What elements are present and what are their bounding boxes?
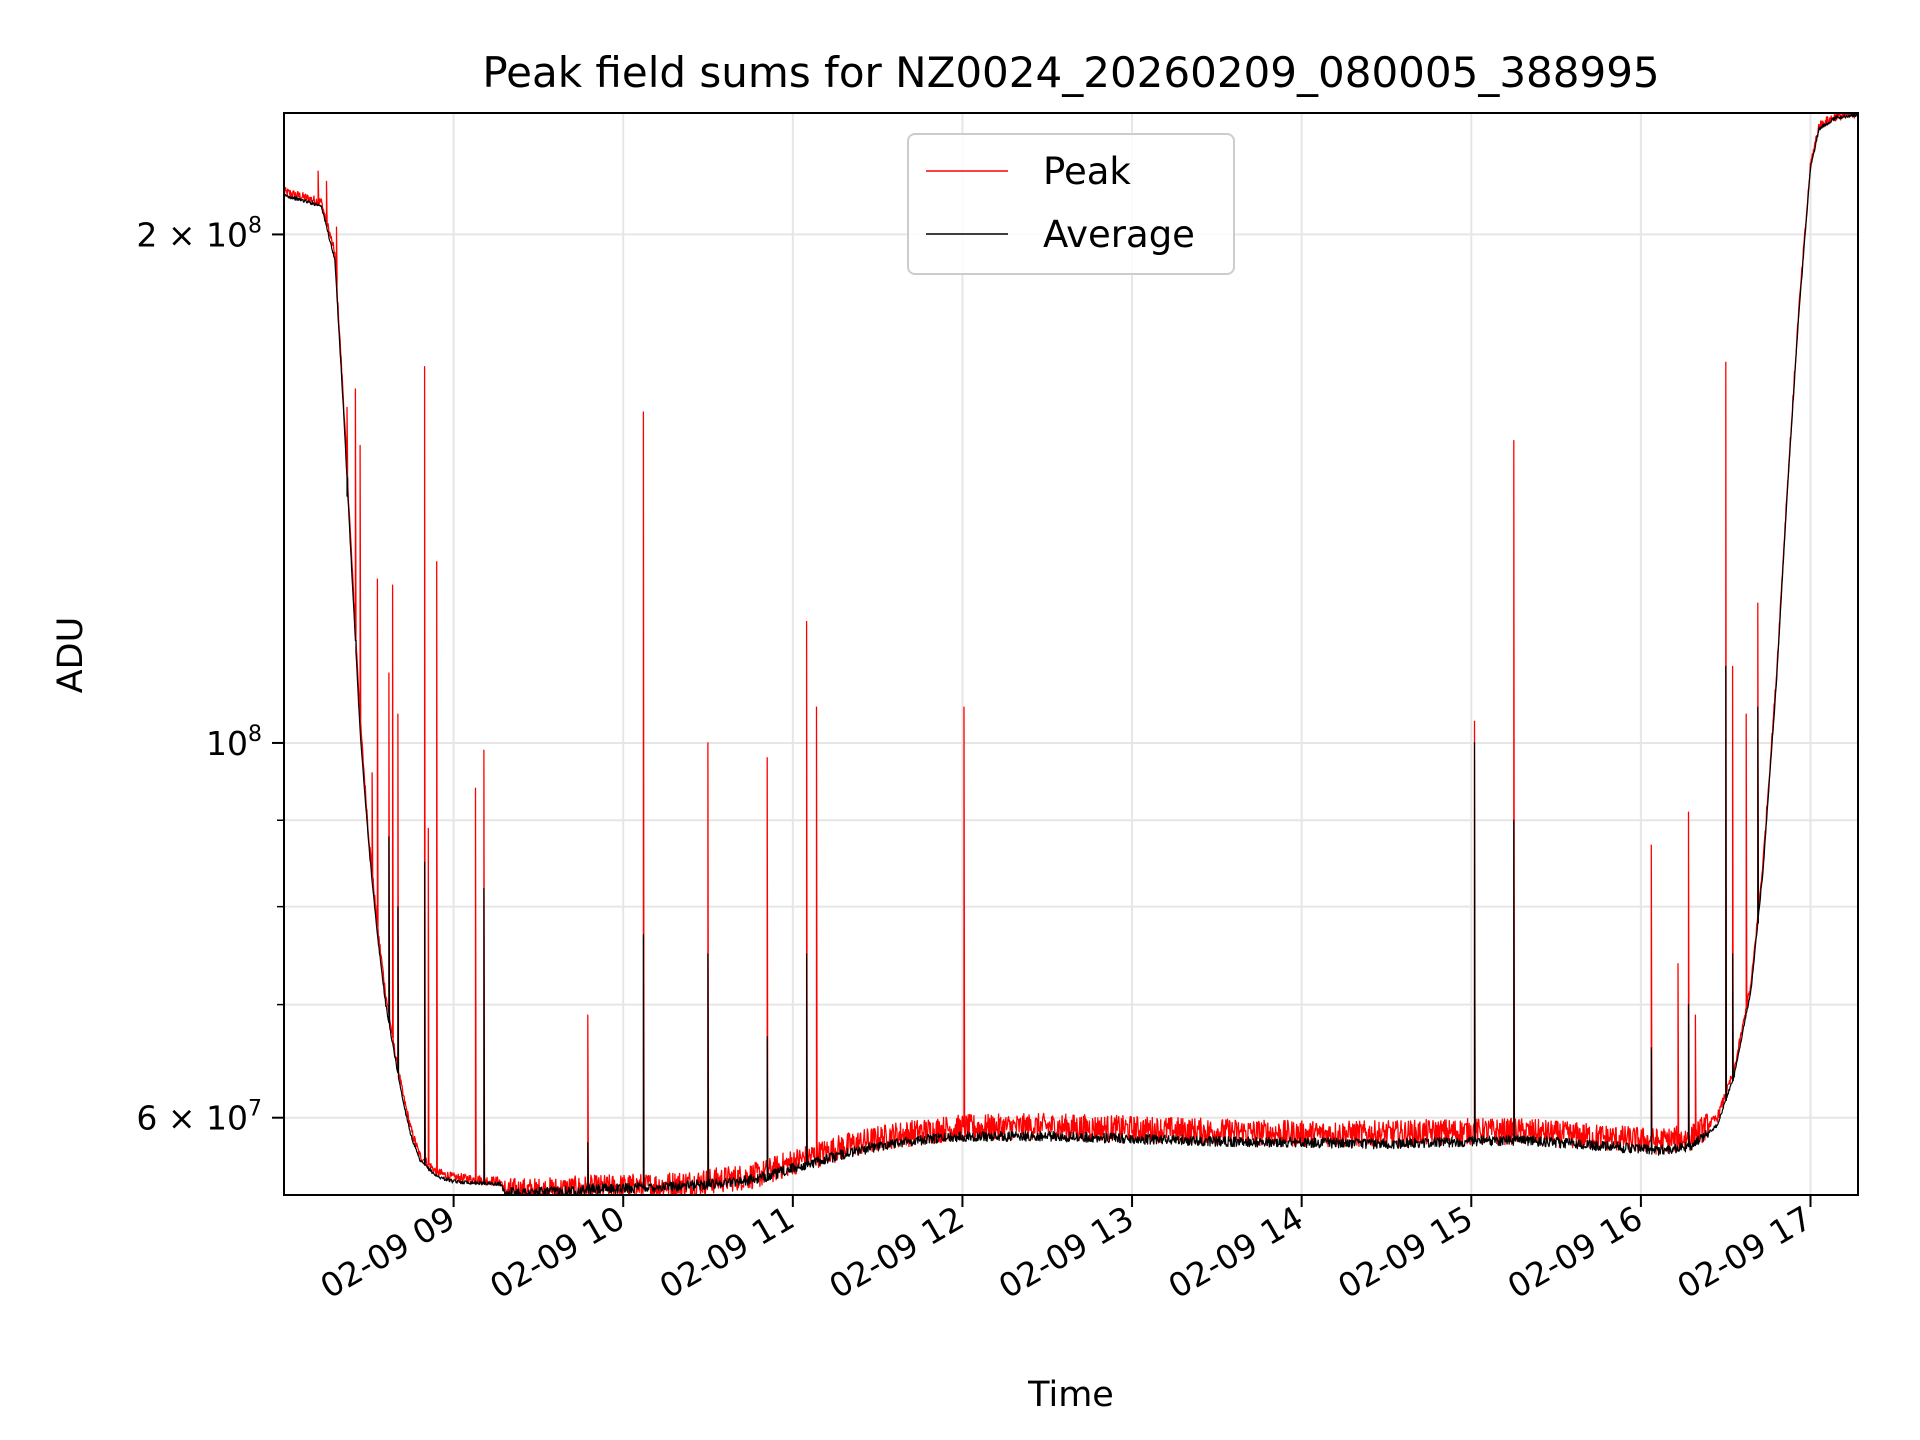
legend-box xyxy=(907,133,1235,275)
chart-title: Peak field sums for NZ0024_20260209_0800… xyxy=(482,48,1659,97)
series-average-line xyxy=(283,112,1859,1196)
legend-label-peak: Peak xyxy=(1043,150,1131,193)
legend: Peak Average xyxy=(907,133,1235,275)
plot-frame xyxy=(283,112,1859,1196)
y-tick-label: 6 × 107 xyxy=(136,1097,262,1138)
series-group xyxy=(283,112,1859,1196)
y-axis-title: ADU xyxy=(51,617,91,694)
x-axis-title: Time xyxy=(1027,1375,1114,1415)
y-tick-label: 108 xyxy=(206,722,262,763)
legend-label-average: Average xyxy=(1043,213,1195,256)
y-tick-label: 2 × 108 xyxy=(136,213,262,254)
